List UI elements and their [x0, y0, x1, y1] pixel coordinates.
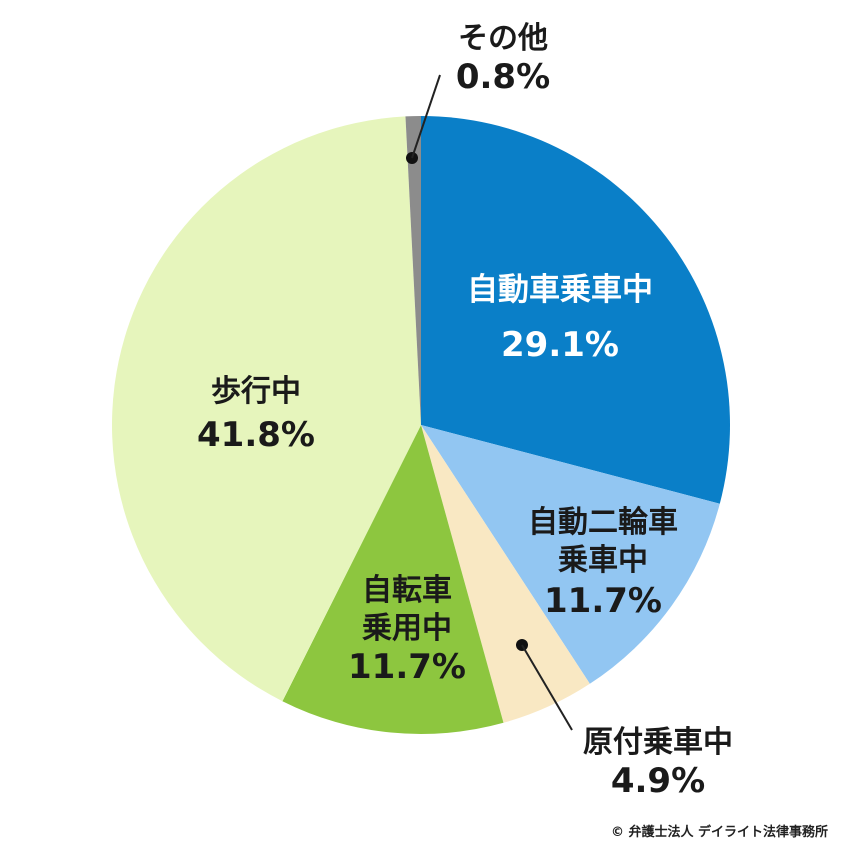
slice-label-name-3a: 自転車 [362, 573, 452, 608]
slice-label-name-1b: 乗車中 [558, 543, 648, 578]
slice-label-name-2: 原付乗車中 [583, 725, 733, 760]
leader-line-5 [411, 74, 441, 159]
pie-slice-1 [421, 425, 720, 684]
pie-slice-0 [421, 116, 730, 504]
leader-line-2 [521, 644, 573, 731]
slice-label-value-3: 11.7% [348, 647, 466, 687]
slice-label-name-4: 歩行中 [211, 374, 301, 409]
slice-label-name-5: その他 [458, 21, 548, 56]
pie-slice-4 [111, 116, 421, 702]
slice-labels: 自動車乗車中29.1%自動二輪車乗車中11.7%原付乗車中4.9%自転車乗用中1… [197, 21, 733, 801]
slice-label-name-3b: 乗用中 [362, 611, 452, 646]
copyright-credit: © 弁護士法人 デイライト法律事務所 [610, 825, 828, 840]
slice-label-value-4: 41.8% [197, 415, 315, 455]
slice-label-value-1: 11.7% [544, 581, 662, 621]
pie-slice-3 [282, 425, 504, 734]
pie-slice-2 [421, 425, 590, 723]
pie-slice-5 [405, 116, 421, 425]
slice-label-name-1a: 自動二輪車 [528, 505, 678, 540]
slice-label-value-0: 29.1% [501, 325, 619, 365]
leader-lines [406, 74, 573, 731]
slice-label-name-0: 自動車乗車中 [467, 272, 653, 308]
slice-label-value-5: 0.8% [456, 57, 550, 97]
slice-label-value-2: 4.9% [611, 761, 705, 801]
pie-slices [111, 116, 730, 734]
